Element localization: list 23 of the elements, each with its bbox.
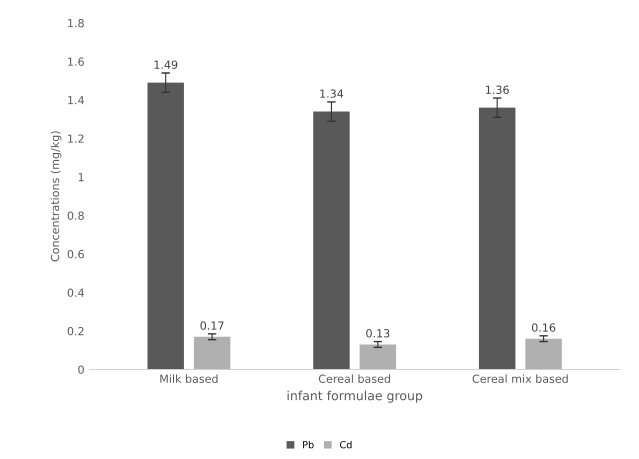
data-label: 1.34 xyxy=(320,89,344,98)
y-tick-label: 0.2 xyxy=(68,326,84,336)
x-tick-label: Cereal mix based xyxy=(472,374,568,383)
x-axis-title: infant formulae group xyxy=(288,390,422,403)
data-label: 1.49 xyxy=(154,60,178,69)
y-tick-label: 1.6 xyxy=(68,57,84,66)
data-label: 1.36 xyxy=(486,86,509,94)
legend-label: Cd xyxy=(340,440,352,448)
x-tick-label: Milk based xyxy=(160,374,218,383)
y-tick-label: 1.2 xyxy=(68,134,84,143)
data-label: 0.17 xyxy=(200,321,224,330)
y-tick-label: 0.6 xyxy=(68,250,84,258)
y-tick-label: 1.4 xyxy=(68,96,84,104)
data-label: 0.13 xyxy=(366,329,390,338)
legend-label: Pb xyxy=(303,440,314,448)
y-tick-label: 1.8 xyxy=(68,18,84,28)
y-axis-title: Concentrations (mg/kg) xyxy=(50,131,62,262)
data-label: 0.16 xyxy=(532,323,556,332)
x-tick-label: Cereal based xyxy=(318,374,390,383)
y-tick-label: 0 xyxy=(78,365,84,374)
y-tick-label: 0.4 xyxy=(68,288,84,297)
y-tick-label: 0.8 xyxy=(68,211,84,220)
y-tick-label: 1 xyxy=(78,173,84,182)
